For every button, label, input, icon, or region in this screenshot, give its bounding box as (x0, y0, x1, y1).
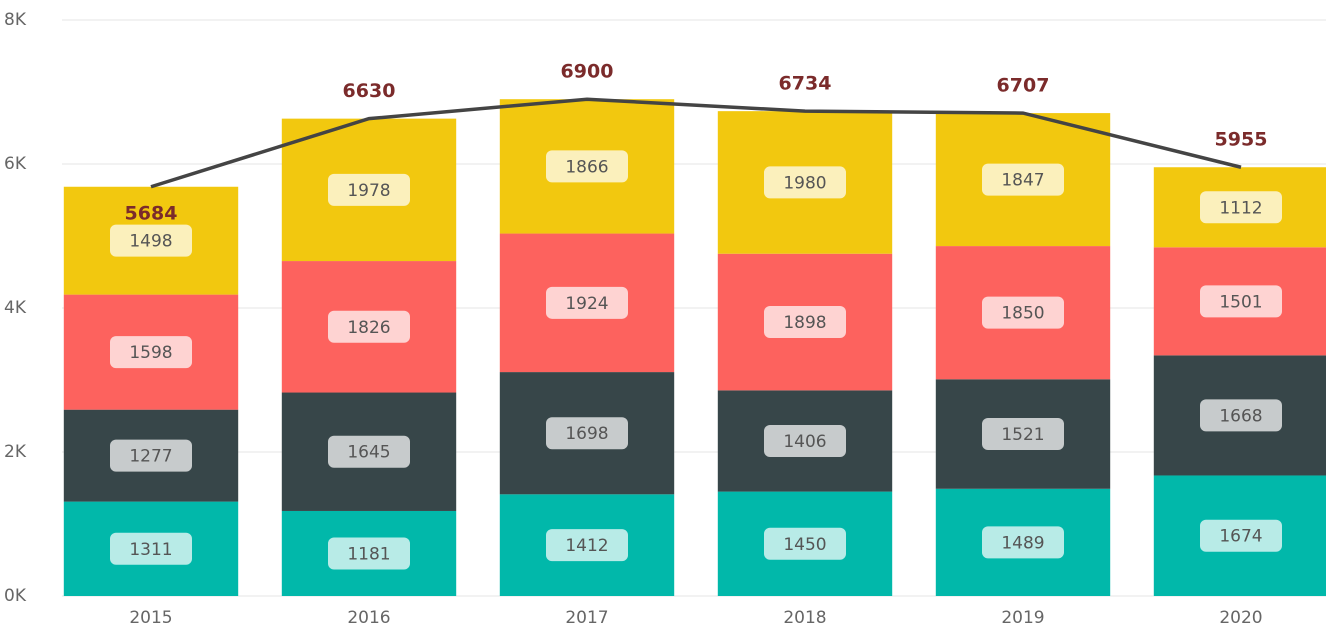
x-tick-label: 2019 (1001, 608, 1044, 628)
total-line (150, 97, 1242, 189)
data-label: 1674 (1219, 527, 1262, 547)
data-label: 1112 (1219, 198, 1262, 218)
data-label-bg (546, 150, 628, 183)
x-tick-label: 2018 (783, 608, 826, 628)
data-label: 1850 (1001, 304, 1044, 324)
y-tick-label: 0K (4, 586, 27, 606)
data-label-bg (1200, 519, 1282, 552)
data-label-bg (764, 424, 846, 457)
data-label-bg (546, 417, 628, 450)
data-label-bg (982, 296, 1064, 329)
data-label-bg (328, 435, 410, 468)
data-label-bg (764, 527, 846, 560)
total-label: 6630 (343, 80, 396, 102)
data-label-bg (546, 529, 628, 562)
data-label-bg (328, 173, 410, 206)
total-label: 5684 (125, 202, 178, 224)
data-label: 1277 (129, 447, 172, 467)
data-label: 1598 (129, 343, 172, 363)
data-label: 1645 (347, 443, 390, 463)
y-tick-label: 2K (4, 442, 27, 462)
data-label: 1498 (129, 232, 172, 252)
data-label-bg (110, 532, 192, 565)
data-label: 1978 (347, 181, 390, 201)
data-label-bg (110, 439, 192, 472)
data-label-bg (764, 306, 846, 339)
total-label: 5955 (1215, 129, 1268, 151)
x-tick-label: 2020 (1219, 608, 1262, 628)
data-label-bg (110, 336, 192, 369)
data-label-bg (982, 163, 1064, 196)
x-tick-label: 2016 (347, 608, 390, 628)
data-label-bg (1200, 285, 1282, 318)
data-label-bg (546, 286, 628, 319)
data-label-bg (764, 166, 846, 199)
data-label: 1980 (783, 173, 826, 193)
data-label-bg (328, 537, 410, 570)
total-label: 6900 (561, 61, 614, 83)
data-label: 1826 (347, 318, 390, 338)
data-label: 1406 (783, 432, 826, 452)
y-tick-label: 8K (4, 10, 27, 30)
data-label: 1898 (783, 313, 826, 333)
data-label: 1847 (1001, 171, 1044, 191)
data-label-bg (982, 418, 1064, 451)
data-label-bg (1200, 399, 1282, 432)
data-label: 1501 (1219, 292, 1262, 312)
data-label: 1668 (1219, 406, 1262, 426)
y-tick-label: 4K (4, 298, 27, 318)
data-label: 1450 (783, 535, 826, 555)
total-label: 6707 (997, 75, 1050, 97)
y-tick-label: 6K (4, 154, 27, 174)
data-label: 1698 (565, 424, 608, 444)
data-label: 1181 (347, 544, 390, 564)
data-label-bg (1200, 191, 1282, 224)
data-label: 1866 (565, 157, 608, 177)
data-label: 1412 (565, 536, 608, 556)
data-label-bg (110, 224, 192, 257)
data-label: 1924 (565, 294, 608, 314)
data-label: 1311 (129, 540, 172, 560)
data-label: 1489 (1001, 533, 1044, 553)
data-label-bg (982, 526, 1064, 559)
total-label: 6734 (779, 73, 832, 95)
data-label-bg (328, 310, 410, 343)
x-tick-label: 2017 (565, 608, 608, 628)
x-tick-label: 2015 (129, 608, 172, 628)
data-label: 1521 (1001, 425, 1044, 445)
